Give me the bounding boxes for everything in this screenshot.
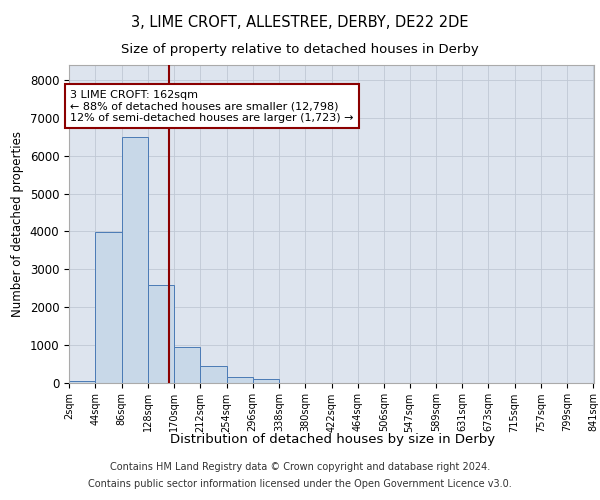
Bar [148, 285, 174, 382]
Text: Size of property relative to detached houses in Derby: Size of property relative to detached ho… [121, 42, 479, 56]
Bar [121, 137, 148, 382]
Bar [95, 232, 121, 382]
Text: Contains public sector information licensed under the Open Government Licence v3: Contains public sector information licen… [88, 479, 512, 489]
Y-axis label: Number of detached properties: Number of detached properties [11, 130, 24, 317]
Text: Distribution of detached houses by size in Derby: Distribution of detached houses by size … [170, 432, 496, 446]
Text: Contains HM Land Registry data © Crown copyright and database right 2024.: Contains HM Land Registry data © Crown c… [110, 462, 490, 472]
Text: 3, LIME CROFT, ALLESTREE, DERBY, DE22 2DE: 3, LIME CROFT, ALLESTREE, DERBY, DE22 2D… [131, 15, 469, 30]
Bar [200, 366, 227, 382]
Bar [174, 346, 200, 382]
Bar [227, 377, 253, 382]
Bar [253, 378, 279, 382]
Text: 3 LIME CROFT: 162sqm
← 88% of detached houses are smaller (12,798)
12% of semi-d: 3 LIME CROFT: 162sqm ← 88% of detached h… [70, 90, 354, 123]
